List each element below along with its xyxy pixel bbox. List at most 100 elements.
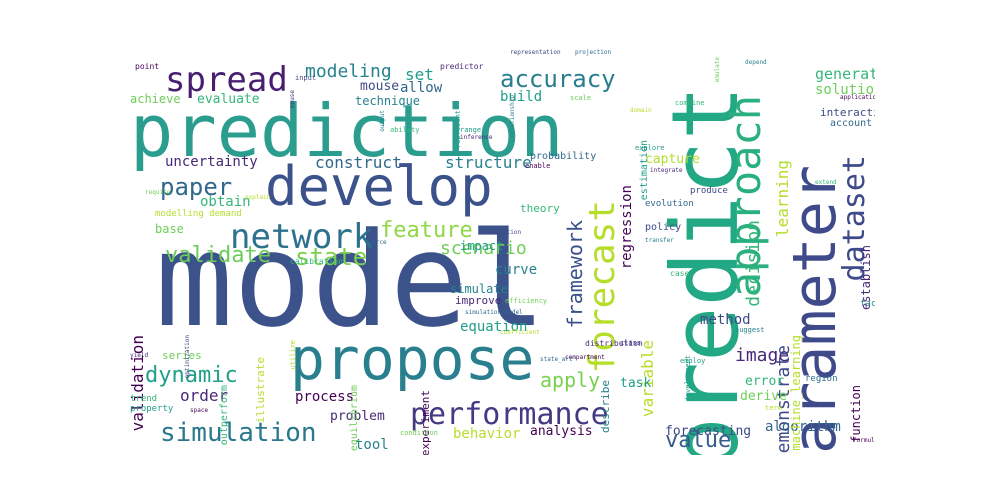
word-illustrate: illustrate [254,357,267,424]
word-relationship: relationship [509,95,516,139]
word-modeling: modeling [305,61,392,82]
word-enable: enable [525,162,551,170]
word-outperform: outperform [219,385,230,446]
word-regression: regression [619,185,635,270]
word-model: model [155,204,547,356]
word-feature: feature [380,218,473,243]
word-state: state [295,243,368,271]
word-class: class [620,339,642,347]
word-value: value [665,428,732,453]
word-improve: improve [455,294,502,307]
word-assumption: assumption [485,229,522,236]
word-experiment: experiment [419,390,432,455]
word-compartment: compartment [565,354,605,361]
word-evaluate: evaluate [197,92,260,107]
word-point: point [135,62,160,71]
word-output: output [379,110,386,132]
word-problem: problem [330,409,385,424]
word-algorithm: algorithm [765,419,841,435]
word-formula-test: formula_test [853,437,875,444]
word-construct: construct [315,153,402,172]
word-propose: propose [290,325,535,393]
word-efficiency: efficiency [505,297,548,305]
word-coefficient: coefficient [500,329,540,336]
word-validation: validation [128,335,147,432]
word-cloud: model prediction predict parameter develop pr… [125,45,875,456]
word-tool: tool [355,437,389,453]
word-domain: domain [630,107,652,114]
word-extend: extend [815,179,837,186]
word-source: source [365,239,387,246]
word-technique: technique [355,94,421,108]
word-obtain: obtain [200,194,251,210]
word-error: error [745,374,785,389]
word-analysis: analysis [530,424,593,439]
word-network: network [230,217,374,257]
word-state-art: state_art [540,356,573,363]
word-factor: factor [860,299,875,309]
word-solution: solution [815,82,875,98]
word-predictor: predictor [440,62,484,71]
word-task: task [620,376,652,391]
word-explain: explain [245,194,271,201]
word-probability: probability [530,151,597,162]
word-mouse: mouse [360,79,400,94]
word-achieve: achieve [130,92,181,106]
word-generate: generate [815,65,875,83]
word-method: method [700,312,751,328]
word-decision: decision [743,220,764,307]
word-simulation: simulation [160,418,317,448]
word-allow: allow [400,80,443,96]
word-derive: derive [740,389,787,404]
word-image: image [735,345,790,366]
word-condition: condition [400,429,438,437]
word-process: process [295,389,355,405]
word-prediction: prediction [130,89,564,173]
word-optimization: optimization [184,335,191,379]
word-transfer: transfer [645,237,674,244]
word-term: term [765,404,782,412]
word-scale: scale [570,94,592,102]
word-input: input [295,74,317,82]
word-projection: projection [575,49,612,56]
word-paper: paper [160,173,233,201]
word-property: property [130,404,174,414]
word-interaction: interaction [820,106,875,119]
word-range: range [460,126,482,134]
word-depend: depend [745,59,767,66]
word-develop: develop [265,155,493,218]
word-modelling-demand: modelling demand [155,209,242,219]
word-distribution: distribution [585,339,643,348]
word-validate: validate [165,243,271,268]
word-application: application [840,94,875,101]
word-capture: capture [645,152,700,167]
word-describe: describe [599,380,612,433]
word-yield: yield [130,352,149,359]
word-case: case [670,269,690,278]
word-trend: trend [130,394,158,404]
word-emulate: emulate [714,57,721,83]
word-build: build [500,89,543,105]
word-impact: impact [460,239,504,253]
word-curve: curve [495,262,538,278]
word-scenario: scenario [440,238,527,259]
word-learning: learning [773,160,792,238]
word-representation: representation [510,49,561,56]
word-explore: explore [635,144,665,152]
word-machine-learning: machine_learning [789,335,803,451]
word-policy: policy [645,222,682,233]
word-equilibrium: equilibrium [349,385,360,452]
word-equation: equation [460,319,528,335]
word-require: require [145,189,171,196]
word-suggest: suggest [735,326,765,334]
word-space: space [190,407,209,414]
word-employ: employ [680,357,706,365]
word-inference: inference [460,134,493,141]
word-mouse: mouse [289,90,296,109]
word-utilize: utilize [289,340,297,370]
word-uncertainty: uncertainty [165,154,258,170]
word-behavior: behavior [453,426,521,442]
word-performance: performance [410,397,609,432]
word-forecasting: forecasting [665,424,752,439]
word-theory: theory [520,202,560,215]
